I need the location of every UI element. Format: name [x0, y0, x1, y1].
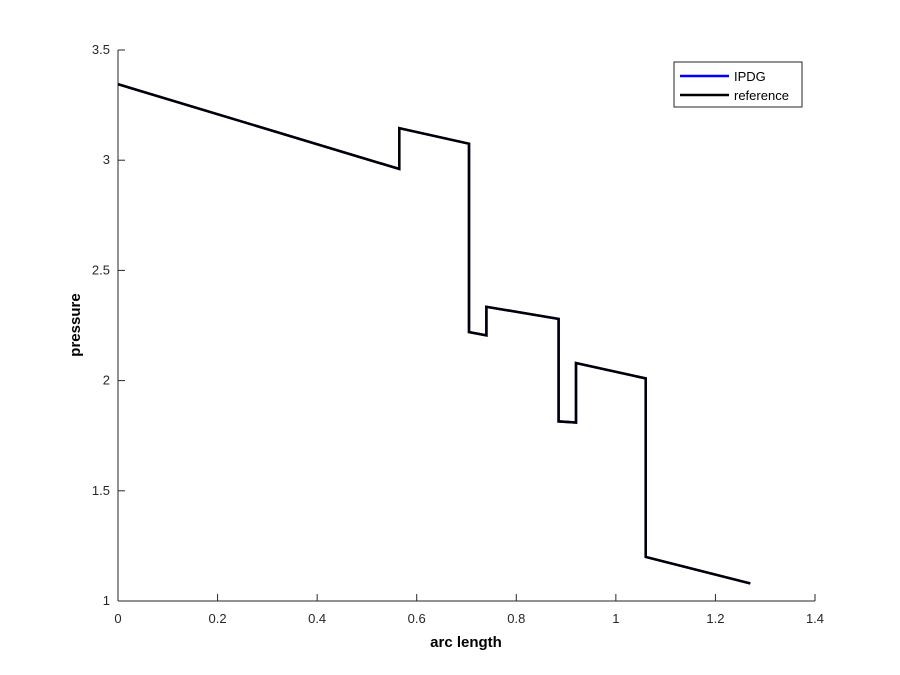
x-tick-label: 0.8 [507, 611, 525, 626]
x-tick-label: 1 [612, 611, 619, 626]
y-tick-label: 1.5 [92, 483, 110, 498]
y-axis-title: pressure [67, 293, 84, 356]
legend-box [673, 61, 803, 108]
x-tick-label: 0 [114, 611, 121, 626]
y-tick-label: 2.5 [92, 262, 110, 277]
x-tick-label: 1.4 [806, 611, 824, 626]
legend: IPDG reference [673, 61, 803, 108]
y-tick-label: 3.5 [92, 42, 110, 57]
y-tick-label: 2 [103, 373, 110, 388]
y-tick-label: 1 [103, 593, 110, 608]
x-tick-label: 0.4 [308, 611, 326, 626]
legend-entry: IPDG [734, 69, 766, 84]
x-tick-label: 0.2 [209, 611, 227, 626]
axes: 0 0.2 0.4 0.6 0.8 1 1.2 1.4 1 1.5 2 2.5 3 3.5 [92, 42, 824, 626]
y-tick-label: 3 [103, 152, 110, 167]
x-axis-title: arc length [430, 634, 502, 651]
x-tick-label: 1.2 [706, 611, 724, 626]
plot-area [117, 83, 751, 585]
x-tick-label: 0.6 [408, 611, 426, 626]
series-line-reference [117, 83, 751, 585]
legend-entry: reference [734, 88, 789, 103]
